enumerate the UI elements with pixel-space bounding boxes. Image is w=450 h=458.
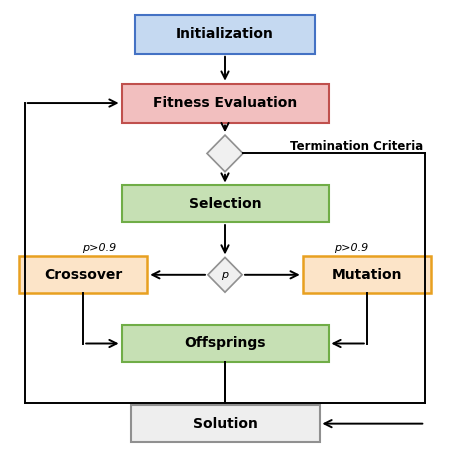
FancyBboxPatch shape (302, 256, 431, 293)
FancyBboxPatch shape (122, 325, 328, 362)
Text: p>0.9: p>0.9 (334, 243, 368, 253)
Text: Fitness Evaluation: Fitness Evaluation (153, 96, 297, 110)
FancyBboxPatch shape (130, 405, 320, 442)
Text: Crossover: Crossover (44, 268, 122, 282)
FancyBboxPatch shape (122, 185, 328, 222)
FancyBboxPatch shape (135, 15, 315, 54)
FancyBboxPatch shape (19, 256, 148, 293)
Polygon shape (208, 257, 242, 292)
Text: p>0.9: p>0.9 (82, 243, 116, 253)
Text: Offsprings: Offsprings (184, 337, 266, 350)
Text: p: p (221, 270, 229, 280)
Text: Termination Criteria: Termination Criteria (290, 140, 423, 153)
Text: Solution: Solution (193, 417, 257, 431)
Text: Selection: Selection (189, 197, 261, 211)
Text: Initialization: Initialization (176, 27, 274, 41)
Text: Mutation: Mutation (332, 268, 402, 282)
Polygon shape (207, 135, 243, 172)
FancyBboxPatch shape (122, 83, 328, 122)
